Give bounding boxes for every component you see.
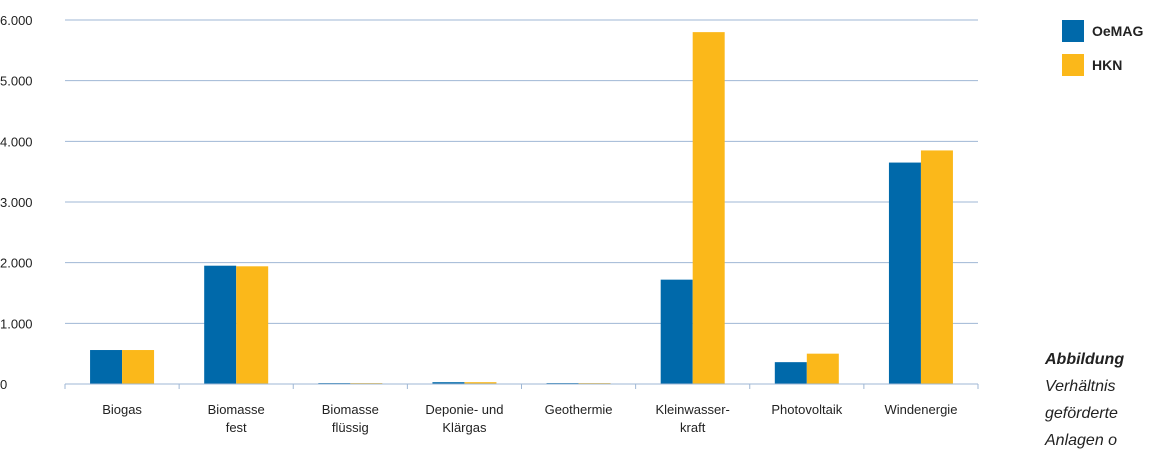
y-tick-label: 4.000 (0, 134, 33, 149)
x-tick-label: fest (226, 420, 247, 435)
bar-hkn (806, 353, 839, 384)
legend: OeMAG HKN (1062, 20, 1143, 88)
x-tick-label: Biomasse (208, 402, 265, 417)
x-tick-label: Deponie- und (425, 402, 503, 417)
bar-hkn (692, 32, 725, 385)
caption-title: Abbildung (1045, 351, 1125, 368)
bar-hkn (122, 350, 155, 384)
bars (90, 32, 953, 385)
x-tick-label: Windenergie (884, 402, 957, 417)
legend-swatch-oemag (1062, 20, 1084, 42)
y-tick-label: 2.000 (0, 256, 33, 271)
bar-oemag (204, 265, 237, 384)
x-tick-label: Photovoltaik (771, 402, 842, 417)
category-labels: Biogas Biomasse fest Biomasse flüssig Deponie… (102, 402, 957, 435)
y-tick-label: 5.000 (0, 74, 33, 89)
x-tick-label: Kleinwasser- (655, 402, 729, 417)
y-tick-label: 0 (0, 377, 7, 392)
bar-hkn (920, 150, 953, 384)
gridlines (65, 19, 978, 324)
legend-label-hkn: HKN (1092, 57, 1123, 73)
bar-hkn (464, 382, 497, 384)
y-axis-tick-labels: 0 1.000 2.000 3.000 4.000 5.000 6.000 (0, 13, 33, 392)
legend-item-oemag: OeMAG (1062, 20, 1143, 42)
caption-line-3: Anlagen o (1045, 432, 1118, 449)
figure-caption: Abbildung Verhältnis geförderte Anlagen … (1045, 346, 1161, 454)
x-axis (64, 383, 979, 389)
x-tick-label: flüssig (332, 420, 369, 435)
y-tick-label: 3.000 (0, 195, 33, 210)
bar-oemag (660, 279, 693, 384)
y-tick-label: 1.000 (0, 316, 33, 331)
x-tick-label: Klärgas (442, 420, 487, 435)
legend-label-oemag: OeMAG (1092, 23, 1144, 39)
caption-line-2: geförderte (1045, 405, 1118, 422)
caption-line-1: Verhältnis (1045, 378, 1116, 395)
x-tick-label: kraft (680, 420, 706, 435)
bar-hkn (236, 266, 269, 384)
legend-item-hkn: HKN (1062, 54, 1143, 76)
x-tick-label: Geothermie (545, 402, 613, 417)
bar-oemag (774, 362, 807, 384)
y-tick-label: 6.000 (0, 13, 33, 28)
x-tick-label: Biogas (102, 402, 142, 417)
bar-oemag (888, 162, 921, 384)
bar-oemag (90, 350, 123, 384)
bar-oemag (432, 382, 465, 384)
legend-swatch-hkn (1062, 54, 1084, 76)
x-tick-label: Biomasse (322, 402, 379, 417)
